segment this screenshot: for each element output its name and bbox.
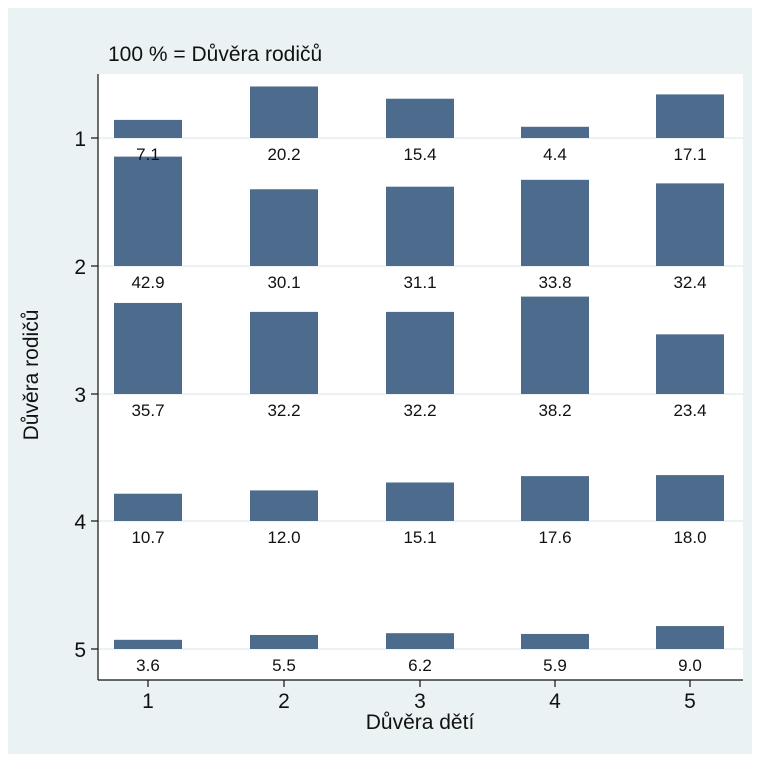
data-label: 17.1 [673, 145, 706, 164]
x-axis-ticks: 1 2 3 4 5 [142, 680, 696, 713]
bars [114, 86, 724, 649]
bar [250, 311, 318, 394]
bar [250, 634, 318, 649]
bar [656, 94, 724, 138]
bar [114, 156, 182, 266]
bar [250, 490, 318, 521]
bar [250, 86, 318, 138]
bar [386, 482, 454, 521]
x-tick-label: 3 [414, 690, 426, 713]
data-label: 18.0 [673, 528, 706, 547]
data-label: 35.7 [131, 401, 164, 420]
data-label: 12.0 [267, 528, 300, 547]
y-tick-label: 1 [74, 128, 86, 151]
bar [114, 493, 182, 521]
data-label: 42.9 [131, 273, 164, 292]
bar [656, 183, 724, 266]
data-label: 15.1 [403, 528, 436, 547]
bar [114, 302, 182, 394]
bar [386, 186, 454, 266]
data-label: 9.0 [678, 656, 702, 675]
bar [521, 126, 589, 138]
x-tick-label: 4 [549, 690, 561, 713]
bar [114, 639, 182, 649]
data-label: 17.6 [538, 528, 571, 547]
bar [521, 179, 589, 266]
x-tick-label: 2 [278, 690, 290, 713]
y-axis-title: Důvěra rodičů [20, 310, 43, 441]
data-label: 10.7 [131, 528, 164, 547]
data-label: 3.6 [136, 656, 160, 675]
y-tick-label: 4 [74, 511, 86, 534]
data-label: 5.5 [272, 656, 296, 675]
data-label: 31.1 [403, 273, 436, 292]
x-tick-label: 1 [142, 690, 154, 713]
y-tick-label: 3 [74, 384, 86, 407]
bar [521, 633, 589, 649]
data-label: 15.4 [403, 145, 436, 164]
data-label: 20.2 [267, 145, 300, 164]
bar [656, 334, 724, 394]
y-tick-label: 2 [74, 256, 86, 279]
bar [386, 633, 454, 649]
data-label: 32.4 [673, 273, 706, 292]
data-label: 7.1 [136, 145, 160, 164]
data-label: 38.2 [538, 401, 571, 420]
data-label: 23.4 [673, 401, 706, 420]
bar [656, 475, 724, 521]
bar [114, 119, 182, 138]
x-tick-label: 5 [684, 690, 696, 713]
data-labels: 7.1 20.2 15.4 4.4 17.1 42.9 30.1 31.1 33.8 32.4 35… [131, 145, 706, 675]
bar [521, 476, 589, 521]
chart-title: 100 % = Důvěra rodičů [108, 43, 322, 66]
bar [386, 311, 454, 394]
data-label: 33.8 [538, 273, 571, 292]
data-label: 6.2 [408, 656, 432, 675]
x-axis-title: Důvěra dětí [366, 711, 475, 734]
y-tick-label: 5 [74, 639, 86, 662]
data-label: 30.1 [267, 273, 300, 292]
bar [250, 189, 318, 266]
bar [386, 98, 454, 138]
y-axis-ticks: 1 2 3 4 5 [74, 128, 98, 662]
data-label: 4.4 [543, 145, 567, 164]
data-label: 32.2 [267, 401, 300, 420]
data-label: 32.2 [403, 401, 436, 420]
bar [656, 626, 724, 649]
data-label: 5.9 [543, 656, 567, 675]
bar [521, 296, 589, 394]
